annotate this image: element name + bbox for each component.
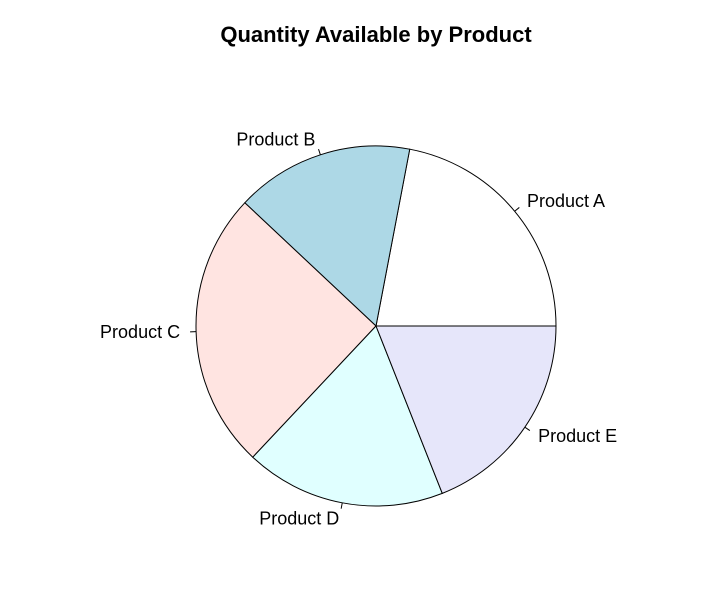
pie-slice-product-c [195,202,377,458]
slice-label: Product E [538,426,617,446]
slice-label: Product D [259,509,339,529]
pie-slice-product-a [375,148,557,327]
slice-label: Product C [100,322,180,342]
slice-label: Product B [236,130,315,150]
label-tick [318,148,321,155]
slice-labels: Product A Product B Product C Product D Prod… [100,130,617,529]
label-tick [340,502,343,509]
pie-slice-product-b [244,145,411,327]
label-tick [514,207,520,212]
label-tick [524,426,531,431]
pie-slice-product-d [252,325,443,507]
chart-title: Quantity Available by Product [220,22,532,47]
pie-slices [195,145,557,507]
slice-label: Product A [527,191,605,211]
label-ticks [190,148,531,509]
